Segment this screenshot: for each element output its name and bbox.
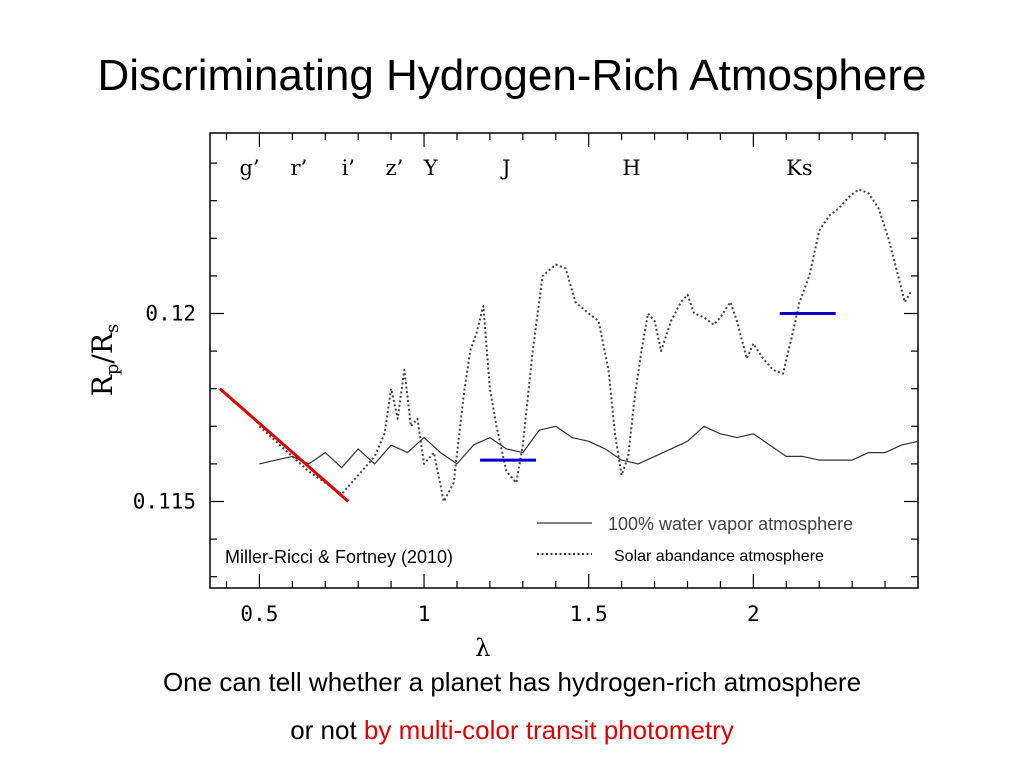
axis-labels: Miller-Ricci & Fortney (2010)λRp/Rs [86,324,490,662]
caption-highlight: by multi-color transit photometry [363,715,734,745]
band-label: Y [423,156,439,180]
x-tick-label: 1 [418,602,431,626]
x-axis-label: λ [475,634,490,662]
y-label-slash: / [86,354,119,364]
band-label: Ks [786,156,812,180]
solar-atmosphere-line [258,188,913,503]
y-tick-label: 0.115 [133,490,196,514]
y-axis-label: Rp/Rs [86,324,123,396]
band-label: i’ [342,156,355,180]
y-label-r2: R [86,332,119,354]
x-tick-label: 2 [747,602,760,626]
caption-line-1: One can tell whether a planet has hydrog… [162,667,862,697]
legend: 100% water vapor atmosphere Solar abandan… [537,514,853,565]
x-tick-label: 1.5 [570,602,608,626]
band-label: g’ [239,156,259,180]
band-label: r’ [291,156,308,180]
red-trend-line [218,387,350,503]
water-vapor-line [259,425,919,469]
y-label-r: R [86,374,119,396]
legend-label-solar: Solar abandance atmosphere [614,548,824,565]
band-label: z’ [386,156,404,180]
axis-ticks: 0.5 1 1.5 2 0.115 0.12 [133,133,918,626]
y-label-sub-p: p [102,364,123,376]
legend-label-water: 100% water vapor atmosphere [608,514,853,534]
caption-plain: or not [290,715,364,745]
slide-title: Discriminating Hydrogen-Rich Atmosphere [97,51,927,100]
plot-border [209,132,919,589]
series-layer [258,188,919,503]
plot-frame [209,132,919,589]
x-tick-label: 0.5 [240,602,278,626]
citation-annotation: Miller-Ricci & Fortney (2010) [225,547,453,567]
band-labels: g’ r’ i’ z’ Y J H Ks [239,156,812,180]
band-label: H [622,156,640,180]
y-label-sub-s: s [102,324,123,333]
caption-line-2: or not by multi-color transit photometry [0,713,1024,747]
observation-markers [218,311,836,503]
y-tick-label: 0.12 [145,301,196,325]
band-label: J [500,156,510,180]
